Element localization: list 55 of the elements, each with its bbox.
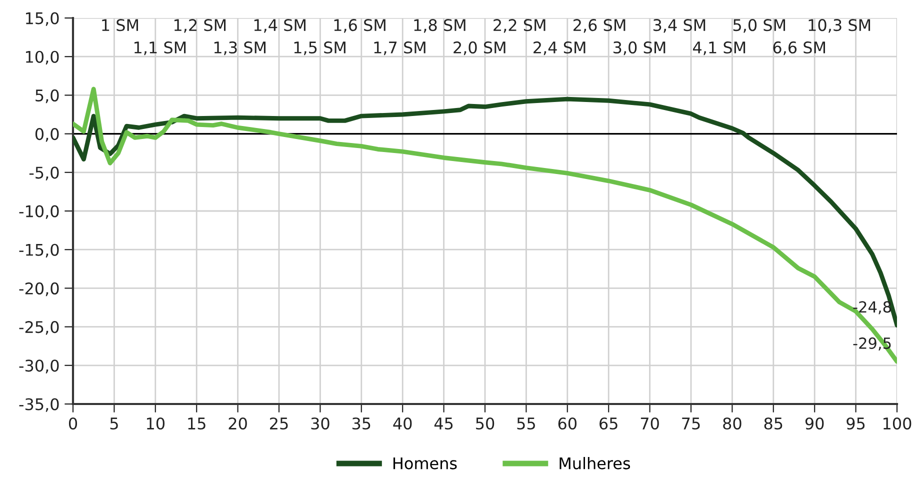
annotation: 1,4 SM [254,19,306,33]
x-tick-label: 40 [393,417,412,430]
annotation: 1,3 SM [214,41,266,56]
x-tick-label: 30 [311,417,330,430]
annotation: 1,5 SM [294,41,346,56]
annotation: 3,4 SM [653,19,706,33]
x-tick-label: 45 [434,418,453,430]
x-tick-label: 10 [146,417,164,430]
annotation: 4,1 SM [693,41,746,56]
x-tick-label: 15 [188,418,206,430]
x-tick-label: 5 [110,418,118,430]
annotation: 5,0 SM [733,19,786,33]
x-tick-label: 35 [352,417,370,430]
y-tick-label: -30,0 [19,360,59,374]
annotation: 2,6 SM [574,19,626,33]
x-tick-label: 20 [228,417,247,430]
annotation: 1 SM [102,19,138,32]
annotation: 2,2 SM [494,19,546,33]
annotation: 1,8 SM [414,19,466,33]
y-tick-label: 0,0 [35,128,59,142]
x-tick-label: 75 [682,418,700,430]
legend-label: Mulheres [560,456,630,470]
x-tick-label: 95 [846,417,865,430]
x-tick-label: 100 [884,417,912,430]
y-tick-label: 10,0 [26,50,59,65]
annotation: 1,7 SM [374,41,426,56]
x-tick-label: 80 [723,417,742,430]
x-tick-label: 25 [270,417,288,430]
line-series [73,96,897,328]
y-tick-label: -10,0 [19,205,59,219]
annotation: 2,4 SM [534,41,586,56]
x-tick-label: 50 [476,417,494,430]
x-tick-label: 70 [640,417,659,430]
x-tick-label: 90 [805,417,824,430]
annotation: 3,0 SM [614,41,666,56]
annotation: 1,1 SM [134,41,186,56]
y-tick-label: 15,0 [26,12,59,26]
y-tick-label: -20,0 [19,282,59,296]
annotation: 10,3 SM [808,19,870,33]
annotation: 1,2 SM [174,19,226,33]
y-tick-label: -5,0 [29,166,59,180]
x-tick-label: 0 [68,417,78,430]
y-tick-label: -25,0 [19,321,59,335]
annotation: 1,6 SM [334,19,386,33]
y-tick-label: -15,0 [19,244,59,258]
y-tick-label: 5,0 [36,89,59,104]
x-tick-label: 55 [517,418,535,430]
y-tick-label: -35,0 [19,398,59,412]
x-tick-label: 60 [558,417,576,430]
x-tick-label: 85 [764,417,782,430]
line-series [73,86,897,364]
x-tick-label: 65 [600,417,618,430]
legend-label: Homens [393,457,457,470]
annotation: 2,0 SM [454,41,506,56]
annotation: 6,6 SM [773,41,825,56]
